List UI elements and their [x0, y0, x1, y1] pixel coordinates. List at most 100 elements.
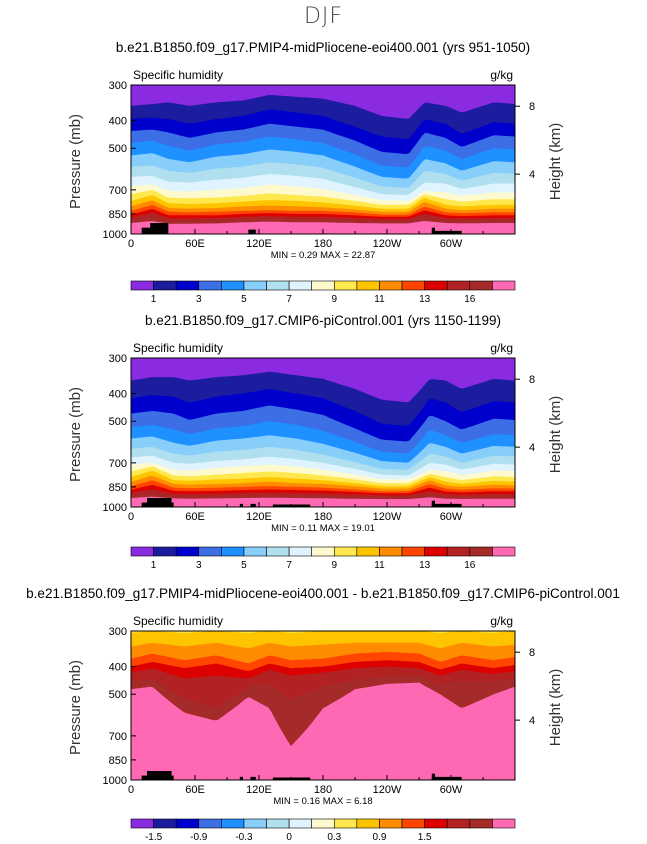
topography-mask	[431, 227, 435, 234]
y-tick-label: 400	[109, 116, 127, 128]
y-tick-label: 1000	[103, 229, 127, 241]
y-tick-label: 700	[109, 731, 127, 743]
x-tick-label: 120E	[246, 511, 272, 523]
colorbar-label: -0.9	[190, 832, 208, 843]
colorbar-label: 11	[374, 560, 385, 571]
y-tick-label: 500	[109, 689, 127, 701]
y-tick-label: 850	[109, 209, 127, 221]
colorbar-label: -1.5	[145, 832, 163, 843]
colorbar-label: 13	[419, 294, 431, 305]
x-tick-label: 60E	[185, 511, 205, 523]
x-tick-label: 120E	[246, 784, 272, 796]
topography-mask	[431, 500, 435, 507]
y-tick-label: 300	[109, 626, 127, 638]
y2-tick-label: 8	[529, 647, 535, 659]
y-tick-label: 400	[109, 662, 127, 674]
colorbar-box	[469, 818, 493, 829]
stats-label: MIN = 0.29 MAX = 22.87	[271, 250, 376, 261]
colorbar-box	[492, 280, 516, 291]
page-title: DJF	[303, 4, 344, 29]
y2-tick-label: 8	[529, 374, 535, 386]
colorbar-label: 1.5	[418, 832, 432, 843]
y2-axis-title: Height (km)	[547, 396, 564, 474]
topography-mask	[250, 503, 256, 507]
colorbar-box	[130, 818, 154, 829]
colorbar-label: 3	[196, 560, 202, 571]
colorbar-label: 13	[419, 560, 431, 571]
x-tick-label: 120W	[373, 511, 402, 523]
colorbar-label: 7	[286, 560, 292, 571]
colorbar-box	[175, 818, 200, 829]
x-tick-label: 180	[314, 238, 332, 250]
x-tick-label: 180	[314, 511, 332, 523]
topography-mask	[431, 230, 462, 234]
y2-axis-title: Height (km)	[547, 669, 564, 747]
colorbar-box	[424, 818, 448, 829]
topography-mask	[431, 503, 462, 507]
colorbar-box	[243, 818, 267, 829]
colorbar-box	[288, 818, 313, 829]
colorbar-label: 16	[464, 294, 476, 305]
y-tick-label: 850	[109, 755, 127, 767]
colorbar-label: 0.3	[327, 832, 341, 843]
panel-title: b.e21.B1850.f09_g17.PMIP4-midPliocene-eo…	[26, 586, 620, 601]
colorbar-label: 1	[151, 560, 157, 571]
y-tick-label: 700	[109, 458, 127, 470]
colorbar-label: 9	[332, 560, 338, 571]
colorbar-label: 16	[464, 560, 476, 571]
x-tick-label: 60W	[440, 511, 463, 523]
colorbar-box	[446, 818, 471, 829]
x-tick-label: 120W	[373, 784, 402, 796]
stats-label: MIN = 0.16 MAX = 6.18	[273, 796, 372, 807]
colorbar-box	[356, 818, 380, 829]
x-tick-label: 0	[128, 784, 134, 796]
colorbar-label: 5	[241, 294, 247, 305]
y-tick-label: 700	[109, 185, 127, 197]
y2-tick-label: 4	[529, 442, 535, 454]
y-axis-title: Pressure (mb)	[67, 387, 84, 482]
topography-mask	[147, 771, 172, 780]
x-tick-label: 60W	[440, 238, 463, 250]
colorbar-box	[153, 818, 177, 829]
y-tick-label: 400	[109, 389, 127, 401]
contour-band	[131, 221, 515, 234]
y-tick-label: 500	[109, 143, 127, 155]
x-tick-label: 60E	[185, 784, 205, 796]
colorbar-box	[492, 818, 516, 829]
colorbar-label: 9	[332, 294, 338, 305]
contour-field	[131, 85, 515, 234]
colorbar-label: 7	[286, 294, 292, 305]
variable-label: Specific humidity	[133, 341, 223, 355]
y-axis-title: Pressure (mb)	[67, 660, 84, 755]
x-tick-label: 60E	[185, 238, 205, 250]
contour-band	[131, 682, 515, 780]
contour-field	[131, 358, 515, 507]
colorbar-box	[221, 818, 245, 829]
variable-label: Specific humidity	[133, 614, 223, 628]
x-tick-label: 60W	[440, 784, 463, 796]
colorbar-label: 11	[374, 294, 385, 305]
colorbar-box	[401, 818, 425, 829]
x-tick-label: 120E	[246, 238, 272, 250]
x-tick-label: 180	[314, 784, 332, 796]
colorbar-label: 0.9	[373, 832, 387, 843]
y-axis-title: Pressure (mb)	[67, 114, 84, 209]
topography-mask	[250, 776, 256, 780]
topography-mask	[147, 498, 172, 507]
variable-label: Specific humidity	[133, 68, 223, 82]
topography-mask	[248, 229, 256, 234]
y-tick-label: 1000	[103, 775, 127, 787]
y-tick-label: 1000	[103, 502, 127, 514]
units-label: g/kg	[490, 614, 513, 628]
topography-mask	[272, 504, 311, 507]
topography-mask	[150, 223, 169, 234]
colorbar-box	[379, 818, 403, 829]
y-tick-label: 300	[109, 353, 127, 365]
y-tick-label: 500	[109, 416, 127, 428]
y-tick-label: 300	[109, 80, 127, 92]
x-tick-label: 0	[128, 238, 134, 250]
panel-title: b.e21.B1850.f09_g17.CMIP6-piControl.001 …	[145, 313, 501, 328]
